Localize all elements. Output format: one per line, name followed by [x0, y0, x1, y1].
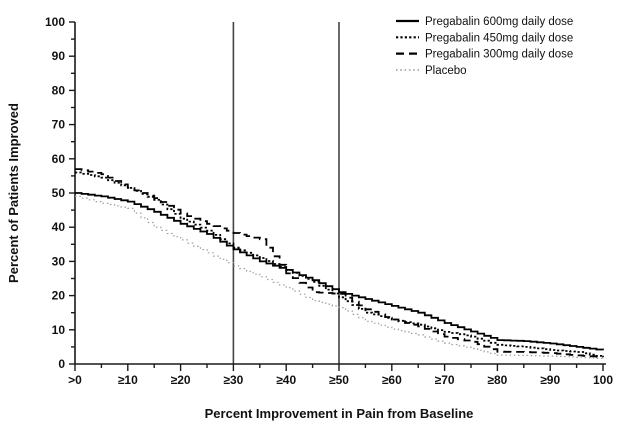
x-tick-label: ≥40	[276, 373, 296, 387]
y-tick-label: 30	[52, 254, 66, 268]
series-line-4	[75, 195, 604, 359]
x-tick-label: ≥20	[171, 373, 191, 387]
reference-lines	[232, 22, 340, 364]
y-tick-label: 100	[45, 15, 65, 29]
y-tick-label: 70	[52, 118, 66, 132]
y-tick-label: 80	[52, 83, 66, 97]
x-tick-label: ≥90	[540, 373, 560, 387]
series-line-1	[75, 192, 604, 351]
axes: 0 10 20 30 40 50 60 70 80 90 100 >0 ≥10 ≥20 ≥30 ≥40 ≥50 ≥…	[45, 15, 613, 387]
y-tick-label: 20	[52, 289, 66, 303]
legend-label: Pregabalin 600mg daily dose	[425, 16, 573, 28]
x-axis-title: Percent Improvement in Pain from Baselin…	[205, 406, 474, 421]
legend: Pregabalin 600mg daily dose Pregabalin 45…	[396, 16, 573, 77]
x-tick-label: ≥70	[435, 373, 455, 387]
series-line-2	[75, 171, 604, 358]
y-tick-label: 90	[52, 49, 66, 63]
x-tick-label: 100	[593, 373, 613, 387]
x-tick-label: ≥60	[382, 373, 402, 387]
legend-label: Placebo	[425, 65, 467, 77]
y-axis-title: Percent of Patients Improved	[6, 103, 21, 283]
x-tick-label: >0	[68, 373, 82, 387]
y-tick-label: 0	[58, 357, 65, 371]
x-tick-label: ≥80	[487, 373, 507, 387]
legend-label: Pregabalin 450mg daily dose	[425, 32, 573, 44]
y-tick-label: 60	[52, 152, 66, 166]
y-tick-label: 50	[52, 186, 66, 200]
series-group	[75, 168, 604, 359]
legend-label: Pregabalin 300mg daily dose	[425, 49, 573, 61]
y-tick-label: 10	[52, 323, 66, 337]
x-tick-label: ≥50	[329, 373, 349, 387]
x-tick-label: ≥30	[223, 373, 243, 387]
y-tick-label: 40	[52, 220, 66, 234]
x-tick-label: ≥10	[118, 373, 138, 387]
series-line-3	[75, 168, 604, 358]
